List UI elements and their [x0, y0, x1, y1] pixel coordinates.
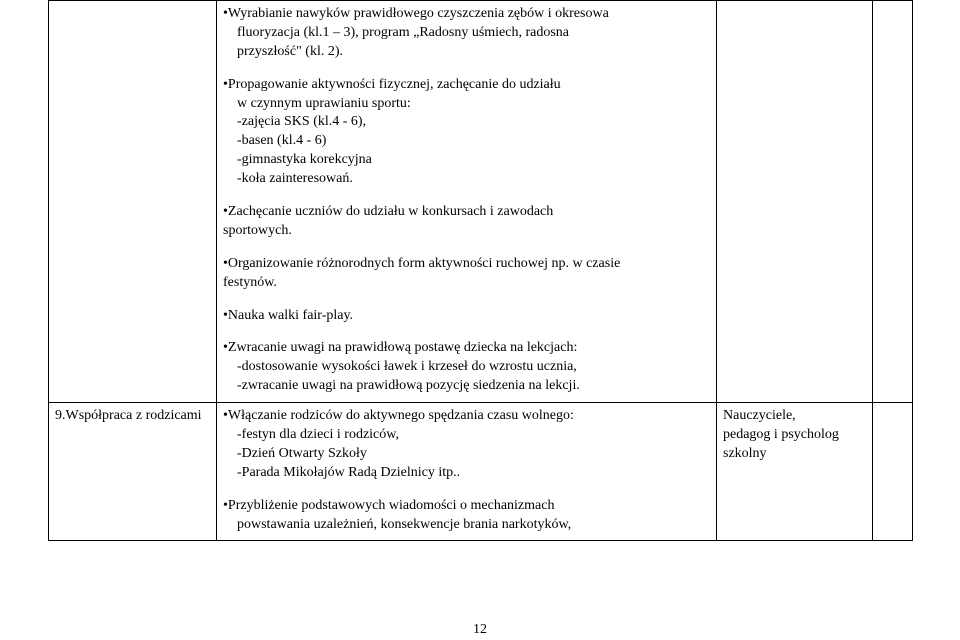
table-row: •Wyrabianie nawyków prawidłowego czyszcz…	[49, 1, 913, 403]
text-line: •Przybliżenie podstawowych wiadomości o …	[223, 498, 554, 513]
cell-1-2: •Wyrabianie nawyków prawidłowego czyszcz…	[217, 1, 717, 403]
paragraph: •Zwracanie uwagi na prawidłową postawę d…	[223, 339, 710, 396]
text-line: •Organizowanie różnorodnych form aktywno…	[223, 256, 620, 271]
text-line: -festyn dla dzieci i rodziców,	[223, 427, 399, 442]
text-line: powstawania uzależnień, konsekwencje bra…	[223, 517, 571, 532]
table-row: 9.Współpraca z rodzicami •Włączanie rodz…	[49, 403, 913, 541]
text-line: fluoryzacja (kl.1 – 3), program „Radosny…	[223, 25, 569, 40]
cell-1-4	[873, 1, 913, 403]
text-line: w czynnym uprawianiu sportu:	[223, 96, 411, 111]
text-line: •Nauka walki fair-play.	[223, 308, 353, 323]
text-line: -Dzień Otwarty Szkoły	[223, 446, 367, 461]
page-number: 12	[0, 622, 960, 638]
paragraph: •Włączanie rodziców do aktywnego spędzan…	[223, 407, 710, 483]
text-line: pedagog i psycholog	[723, 427, 839, 442]
text-line: sportowych.	[223, 223, 292, 238]
text-line: -Parada Mikołajów Radą Dzielnicy itp..	[223, 465, 460, 480]
cell-2-3: Nauczyciele, pedagog i psycholog szkolny	[717, 403, 873, 541]
text-line: festynów.	[223, 275, 277, 290]
paragraph: •Przybliżenie podstawowych wiadomości o …	[223, 497, 710, 535]
text-line: Nauczyciele,	[723, 408, 796, 423]
text-line: -koła zainteresowań.	[223, 171, 353, 186]
paragraph: •Wyrabianie nawyków prawidłowego czyszcz…	[223, 5, 710, 62]
text-line: •Zwracanie uwagi na prawidłową postawę d…	[223, 340, 577, 355]
text-line: szkolny	[723, 446, 767, 461]
document-page: •Wyrabianie nawyków prawidłowego czyszcz…	[0, 0, 960, 640]
paragraph: •Zachęcanie uczniów do udziału w konkurs…	[223, 203, 710, 241]
cell-1-3	[717, 1, 873, 403]
text-line: •Wyrabianie nawyków prawidłowego czyszcz…	[223, 6, 609, 21]
paragraph: •Propagowanie aktywności fizycznej, zach…	[223, 76, 710, 189]
paragraph: •Organizowanie różnorodnych form aktywno…	[223, 255, 710, 293]
cell-1-1	[49, 1, 217, 403]
text-line: -dostosowanie wysokości ławek i krzeseł …	[223, 359, 577, 374]
text-line: •Zachęcanie uczniów do udziału w konkurs…	[223, 204, 553, 219]
row-heading: 9.Współpraca z rodzicami	[55, 408, 202, 423]
cell-2-4	[873, 403, 913, 541]
cell-2-1: 9.Współpraca z rodzicami	[49, 403, 217, 541]
text-line: -zajęcia SKS (kl.4 - 6),	[223, 114, 366, 129]
text-line: przyszłość" (kl. 2).	[223, 44, 343, 59]
text-line: -gimnastyka korekcyjna	[223, 152, 372, 167]
text-line: •Włączanie rodziców do aktywnego spędzan…	[223, 408, 574, 423]
text-line: •Propagowanie aktywności fizycznej, zach…	[223, 77, 561, 92]
content-table: •Wyrabianie nawyków prawidłowego czyszcz…	[48, 0, 913, 541]
cell-2-2: •Włączanie rodziców do aktywnego spędzan…	[217, 403, 717, 541]
text-line: -basen (kl.4 - 6)	[223, 133, 326, 148]
paragraph: •Nauka walki fair-play.	[223, 307, 710, 326]
text-line: -zwracanie uwagi na prawidłową pozycję s…	[223, 378, 580, 393]
